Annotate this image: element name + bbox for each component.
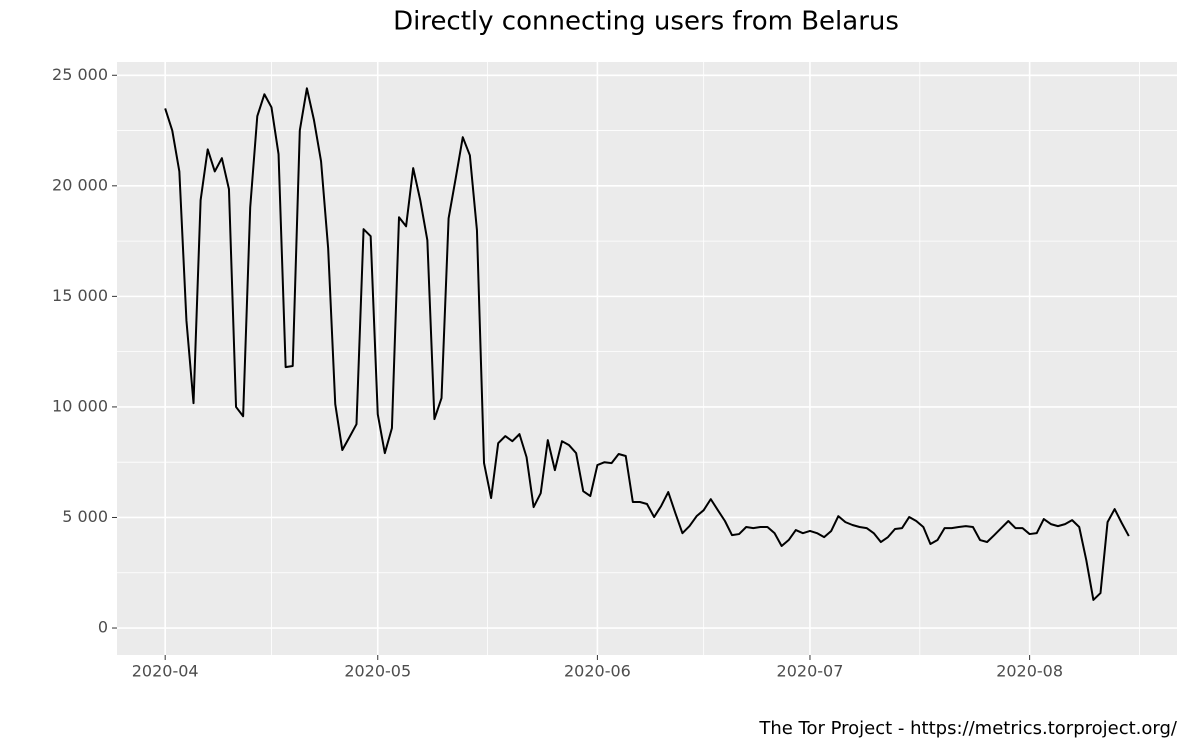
x-tick-label: 2020-05 bbox=[344, 662, 411, 681]
y-tick-label: 25 000 bbox=[52, 65, 108, 84]
plot-panel bbox=[117, 62, 1177, 655]
x-tick-label: 2020-06 bbox=[564, 662, 631, 681]
x-tick-label: 2020-08 bbox=[996, 662, 1063, 681]
y-tick-label: 5 000 bbox=[62, 507, 108, 526]
caption: The Tor Project - https://metrics.torpro… bbox=[758, 718, 1178, 739]
y-tick-label: 10 000 bbox=[52, 396, 108, 415]
y-tick-label: 20 000 bbox=[52, 175, 108, 194]
data-line bbox=[164, 87, 1130, 601]
x-tick-label: 2020-07 bbox=[777, 662, 844, 681]
chart-title: Directly connecting users from Belarus bbox=[393, 7, 899, 37]
y-tick-label: 0 bbox=[98, 618, 108, 637]
x-tick-label: 2020-04 bbox=[132, 662, 199, 681]
y-tick-label: 15 000 bbox=[52, 286, 108, 305]
